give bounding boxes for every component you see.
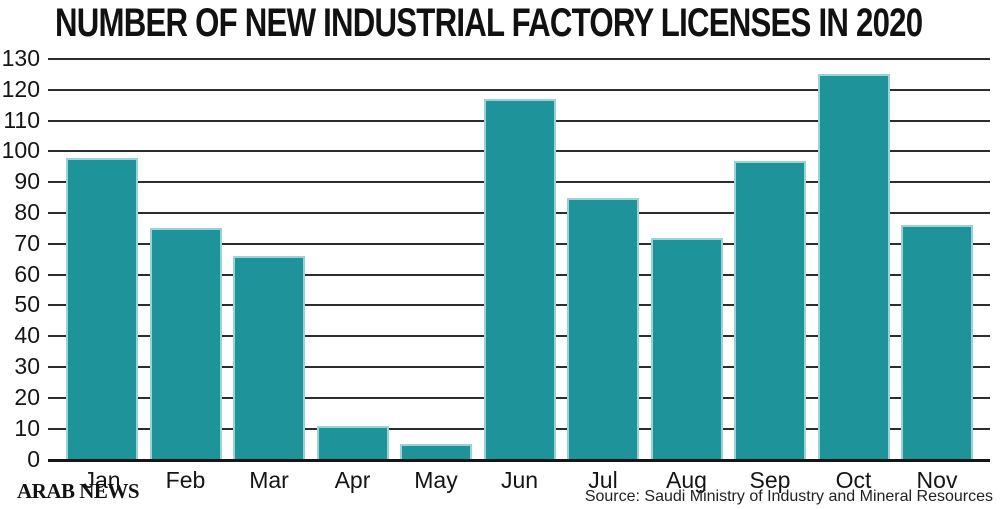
bar-jan bbox=[66, 157, 138, 460]
x-axis-label: Mar bbox=[249, 467, 289, 493]
bar-jun bbox=[483, 99, 556, 460]
x-axis-label: May bbox=[414, 467, 458, 493]
x-axis-label: Aug bbox=[666, 467, 707, 493]
chart-title: NUMBER OF NEW INDUSTRIAL FACTORY LICENSE… bbox=[55, 1, 923, 45]
x-axis-label: Nov bbox=[916, 467, 958, 493]
y-axis-label: 110 bbox=[3, 106, 40, 133]
arab-news-logo: ARAB NEWS bbox=[17, 479, 140, 503]
y-axis-label: 70 bbox=[14, 229, 40, 256]
y-axis-label: 80 bbox=[14, 199, 40, 226]
x-axis-label: Oct bbox=[835, 467, 872, 493]
y-axis-label: 30 bbox=[14, 353, 40, 380]
x-axis-line bbox=[48, 459, 990, 462]
x-axis-label: Apr bbox=[334, 467, 371, 493]
bar-oct bbox=[817, 74, 890, 460]
x-axis-label: Jan bbox=[83, 467, 121, 493]
x-axis-label: Feb bbox=[165, 467, 206, 493]
y-axis-label: 90 bbox=[14, 168, 40, 195]
gridline bbox=[48, 88, 990, 91]
x-axis-label: Sep bbox=[749, 467, 791, 493]
y-axis-label: 120 bbox=[1, 75, 40, 102]
bar-mar bbox=[233, 256, 305, 460]
y-axis-label: 130 bbox=[1, 45, 40, 71]
gridline bbox=[48, 58, 990, 60]
y-axis-label: 10 bbox=[14, 414, 40, 441]
y-axis-label: 0 bbox=[27, 445, 40, 472]
x-axis-label: Jun bbox=[500, 467, 539, 493]
y-axis-label: 20 bbox=[14, 383, 40, 410]
bar-apr bbox=[316, 425, 389, 460]
y-axis-label: 40 bbox=[14, 322, 40, 349]
bar-jul bbox=[567, 197, 639, 460]
bar-may bbox=[400, 444, 472, 460]
x-axis-label: Jul bbox=[588, 467, 618, 493]
bar-sep bbox=[734, 160, 806, 460]
y-axis-label: 50 bbox=[14, 291, 40, 318]
y-axis-label: 60 bbox=[14, 260, 40, 287]
source-text: Source: Saudi Ministry of Industry and M… bbox=[584, 488, 993, 505]
y-axis-label: 100 bbox=[1, 137, 40, 164]
bar-feb bbox=[149, 228, 222, 460]
bar-nov bbox=[901, 225, 973, 460]
bar-aug bbox=[650, 237, 723, 460]
